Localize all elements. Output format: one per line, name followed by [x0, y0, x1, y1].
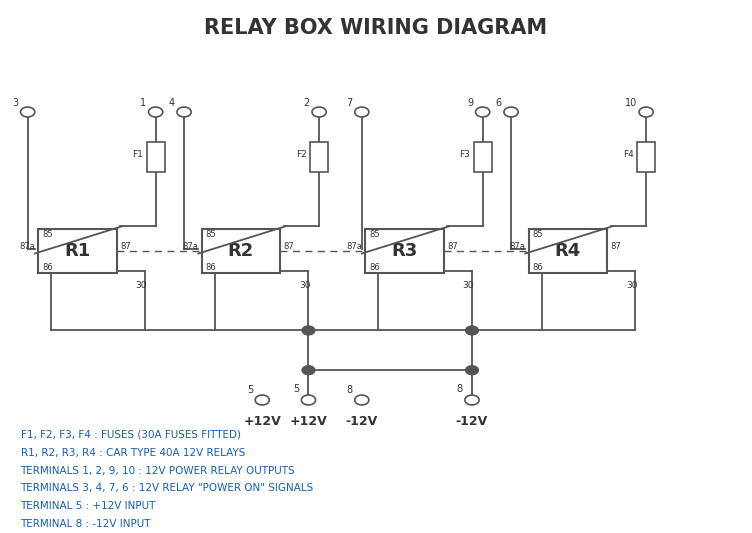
Text: 5: 5	[293, 384, 299, 394]
Circle shape	[302, 366, 315, 375]
Text: 9: 9	[467, 98, 474, 108]
Text: 85: 85	[532, 230, 543, 239]
Text: 87a: 87a	[509, 241, 526, 251]
Text: 30: 30	[462, 281, 475, 290]
Text: 86: 86	[42, 263, 53, 272]
Circle shape	[302, 395, 316, 405]
Text: 85: 85	[369, 230, 380, 239]
Bar	[637, 142, 655, 172]
Circle shape	[148, 107, 162, 117]
Text: +12V: +12V	[244, 415, 281, 428]
Bar	[147, 142, 165, 172]
Circle shape	[355, 107, 369, 117]
Text: TERMINALS 3, 4, 7, 6 : 12V RELAY "POWER ON" SIGNALS: TERMINALS 3, 4, 7, 6 : 12V RELAY "POWER …	[20, 483, 314, 494]
Text: R2: R2	[228, 242, 254, 260]
Text: F1: F1	[132, 150, 143, 159]
Bar	[38, 229, 117, 273]
Text: 2: 2	[304, 98, 310, 108]
Text: 87: 87	[447, 241, 458, 251]
Text: 8: 8	[456, 384, 462, 394]
Text: -12V: -12V	[456, 415, 488, 428]
Text: 87a: 87a	[19, 241, 35, 251]
Text: 30: 30	[626, 281, 638, 290]
Text: 4: 4	[168, 98, 174, 108]
Circle shape	[20, 107, 35, 117]
Text: 30: 30	[299, 281, 311, 290]
Text: 87: 87	[284, 241, 294, 251]
Text: +12V: +12V	[290, 415, 327, 428]
Text: 86: 86	[205, 263, 216, 272]
Circle shape	[465, 326, 478, 335]
Text: RELAY BOX WIRING DIAGRAM: RELAY BOX WIRING DIAGRAM	[205, 18, 547, 38]
Bar	[202, 229, 280, 273]
Text: TERMINAL 8 : -12V INPUT: TERMINAL 8 : -12V INPUT	[20, 519, 151, 529]
Text: 8: 8	[347, 385, 353, 395]
Circle shape	[465, 366, 478, 375]
Text: 7: 7	[346, 98, 353, 108]
Circle shape	[639, 107, 653, 117]
Bar	[311, 142, 328, 172]
Circle shape	[504, 107, 518, 117]
Text: 86: 86	[532, 263, 543, 272]
Circle shape	[302, 326, 315, 335]
Text: F4: F4	[623, 150, 634, 159]
Circle shape	[475, 107, 490, 117]
Bar	[474, 142, 492, 172]
Text: 1: 1	[141, 98, 147, 108]
Text: 6: 6	[496, 98, 502, 108]
Circle shape	[355, 395, 369, 405]
Text: 87a: 87a	[183, 241, 199, 251]
Text: 86: 86	[369, 263, 380, 272]
Text: 85: 85	[42, 230, 53, 239]
Text: 30: 30	[135, 281, 147, 290]
Text: 3: 3	[12, 98, 18, 108]
Text: R3: R3	[391, 242, 417, 260]
Text: 87a: 87a	[346, 241, 362, 251]
Text: F1, F2, F3, F4 : FUSES (30A FUSES FITTED): F1, F2, F3, F4 : FUSES (30A FUSES FITTED…	[20, 430, 241, 440]
Text: R1, R2, R3, R4 : CAR TYPE 40A 12V RELAYS: R1, R2, R3, R4 : CAR TYPE 40A 12V RELAYS	[20, 448, 245, 458]
Text: -12V: -12V	[346, 415, 378, 428]
Text: 5: 5	[247, 385, 253, 395]
Text: 87: 87	[120, 241, 131, 251]
Bar	[529, 229, 607, 273]
Circle shape	[465, 395, 479, 405]
Text: R1: R1	[65, 242, 90, 260]
Circle shape	[312, 107, 326, 117]
Text: 10: 10	[625, 98, 637, 108]
Text: F3: F3	[459, 150, 470, 159]
Text: 87: 87	[611, 241, 621, 251]
Circle shape	[177, 107, 191, 117]
Text: R4: R4	[555, 242, 581, 260]
Text: TERMINALS 1, 2, 9, 10 : 12V POWER RELAY OUTPUTS: TERMINALS 1, 2, 9, 10 : 12V POWER RELAY …	[20, 465, 296, 475]
Circle shape	[255, 395, 269, 405]
Text: F2: F2	[296, 150, 307, 159]
Text: TERMINAL 5 : +12V INPUT: TERMINAL 5 : +12V INPUT	[20, 502, 156, 511]
Bar	[365, 229, 444, 273]
Text: 85: 85	[205, 230, 216, 239]
